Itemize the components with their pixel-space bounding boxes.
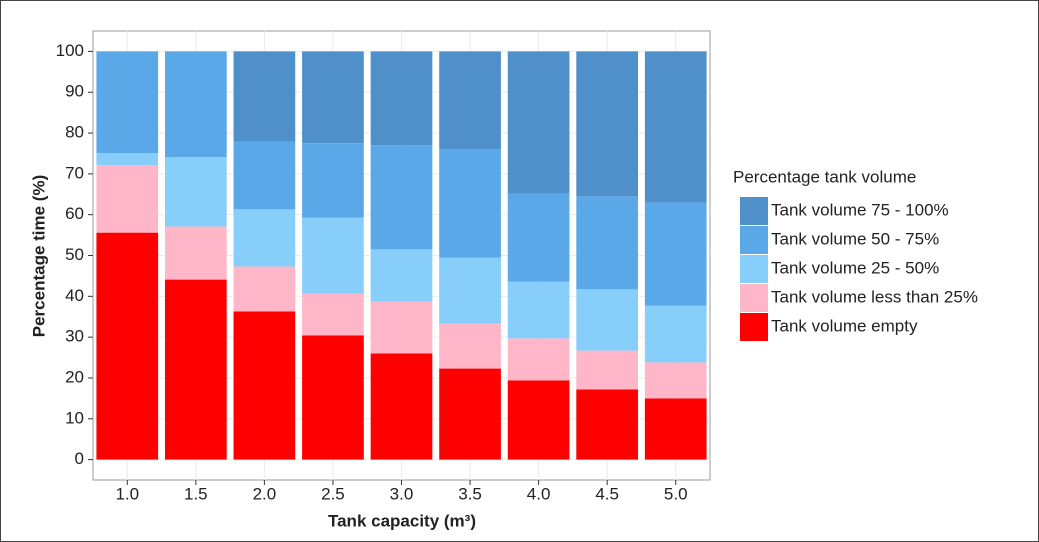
bar-segment	[302, 335, 364, 460]
bar-segment	[370, 145, 433, 250]
bar-segment	[302, 143, 364, 218]
y-tick-label: 50	[65, 245, 84, 264]
bar-segment	[439, 51, 501, 150]
bar-segment	[233, 311, 296, 460]
bar-segment	[507, 51, 570, 194]
legend-key	[740, 255, 768, 283]
bar-segment	[370, 353, 433, 460]
bar-segment	[164, 226, 227, 280]
bar-segment	[644, 398, 707, 460]
bar-segment	[576, 389, 639, 460]
bar-segment	[370, 301, 433, 354]
bar-segment	[576, 289, 639, 351]
bar-segment	[644, 362, 707, 399]
bar-segment	[507, 281, 570, 339]
legend-label: Tank volume 50 - 75%	[771, 229, 939, 248]
y-tick-label: 100	[56, 41, 84, 60]
x-axis-title: Tank capacity (m³)	[328, 511, 476, 530]
y-tick-label: 0	[75, 449, 84, 468]
bar-segment	[164, 279, 227, 460]
bar-segment	[302, 51, 364, 144]
legend-label: Tank volume less than 25%	[771, 287, 978, 306]
bar-segment	[507, 193, 570, 282]
x-tick-label: 5.0	[664, 484, 688, 503]
legend-label: Tank volume 75 - 100%	[771, 200, 949, 219]
x-tick-label: 4.5	[595, 484, 619, 503]
bar-segment	[507, 338, 570, 381]
y-tick-label: 70	[65, 163, 84, 182]
bar-segment	[439, 368, 501, 460]
bar-segment	[644, 202, 707, 306]
x-tick-label: 1.0	[115, 484, 139, 503]
bar-segment	[439, 149, 501, 258]
x-tick-label: 3.5	[458, 484, 482, 503]
legend-key	[740, 226, 768, 254]
y-tick-label: 40	[65, 286, 84, 305]
bar-segment	[96, 165, 159, 233]
bar-segment	[96, 51, 159, 154]
bar-segment	[370, 51, 433, 146]
x-tick-label: 2.0	[253, 484, 277, 503]
bar-segment	[164, 157, 227, 227]
bar-segment	[644, 51, 707, 203]
bar-segment	[644, 305, 707, 363]
bar-segment	[439, 323, 501, 369]
bar-segment	[96, 153, 159, 166]
y-tick-label: 10	[65, 408, 84, 427]
bar-segment	[507, 380, 570, 460]
y-tick-label: 20	[65, 367, 84, 386]
legend-label: Tank volume 25 - 50%	[771, 258, 939, 277]
bar-segment	[164, 51, 227, 158]
x-tick-label: 3.0	[390, 484, 414, 503]
bar-segment	[233, 141, 296, 210]
bar-segment	[370, 249, 433, 302]
y-tick-label: 80	[65, 123, 84, 142]
legend-title: Percentage tank volume	[733, 167, 916, 186]
bar-segment	[576, 196, 639, 290]
bar-segment	[576, 51, 639, 197]
bar-segment	[233, 209, 296, 267]
legend-key	[740, 197, 768, 225]
legend-key	[740, 313, 768, 341]
y-axis-title: Percentage time (%)	[29, 175, 48, 338]
y-tick-label: 60	[65, 204, 84, 223]
bar-segment	[302, 217, 364, 294]
bar-segment	[233, 51, 296, 142]
bar-segment	[302, 293, 364, 336]
y-tick-label: 30	[65, 327, 84, 346]
legend-label: Tank volume empty	[771, 316, 918, 335]
x-tick-label: 2.5	[321, 484, 345, 503]
x-tick-label: 4.0	[527, 484, 551, 503]
bar-segment	[96, 232, 159, 460]
bar-segment	[576, 350, 639, 390]
bar-segment	[439, 257, 501, 324]
bar-segment	[233, 266, 296, 312]
y-tick-label: 90	[65, 82, 84, 101]
legend-key	[740, 284, 768, 312]
x-tick-label: 1.5	[184, 484, 208, 503]
